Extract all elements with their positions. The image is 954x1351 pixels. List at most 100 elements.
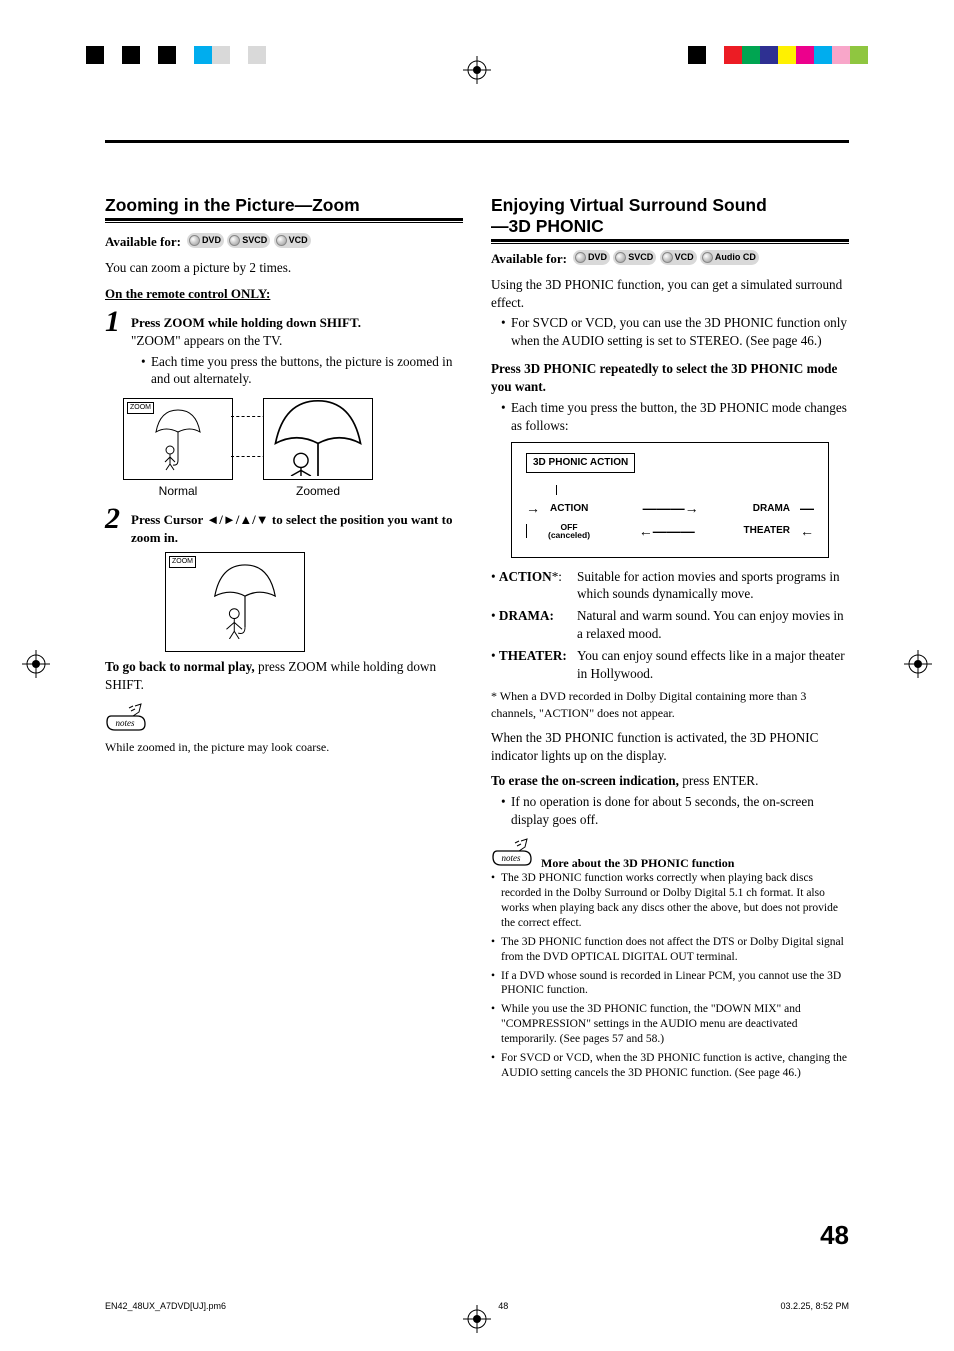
modes-list: • ACTION*: Suitable for action movies an… bbox=[491, 568, 849, 683]
flow-off: OFF(canceled) bbox=[548, 523, 590, 540]
available-label: Available for: bbox=[491, 250, 567, 268]
color-swatch bbox=[194, 46, 212, 64]
color-swatch bbox=[176, 46, 194, 64]
arrow-icon: → bbox=[526, 499, 540, 518]
color-swatch bbox=[742, 46, 760, 64]
color-swatch bbox=[104, 46, 122, 64]
registration-mark-icon bbox=[904, 650, 932, 678]
step1-sub: "ZOOM" appears on the TV. bbox=[131, 332, 463, 350]
mode-theater-term: • THEATER: bbox=[491, 647, 577, 683]
available-for-row: Available for: DVD SVCD VCD bbox=[105, 233, 463, 251]
caption-zoomed: Zoomed bbox=[263, 483, 373, 499]
mode-drama-term: • DRAMA: bbox=[491, 607, 577, 643]
disc-icon bbox=[615, 252, 626, 263]
notes-list: The 3D PHONIC function works correctly w… bbox=[491, 871, 849, 1081]
page-number: 48 bbox=[820, 1220, 849, 1251]
step-1: 1 Press ZOOM while holding down SHIFT. "… bbox=[105, 308, 463, 390]
color-swatch bbox=[86, 46, 104, 64]
phonic-intro: Using the 3D PHONIC function, you can ge… bbox=[491, 276, 849, 312]
figure-zoomed bbox=[263, 398, 373, 480]
color-swatch bbox=[230, 46, 248, 64]
zoom-tag: ZOOM bbox=[127, 402, 154, 413]
mode-action-term: • ACTION*: bbox=[491, 568, 577, 604]
step-number: 1 bbox=[105, 308, 125, 390]
remote-only: On the remote control ONLY: bbox=[105, 285, 463, 303]
color-swatch bbox=[796, 46, 814, 64]
color-swatch bbox=[850, 46, 868, 64]
step-2: 2 Press Cursor ◄/►/▲/▼ to select the pos… bbox=[105, 505, 463, 546]
figure-normal: ZOOM bbox=[123, 398, 233, 480]
footer: EN42_48UX_A7DVD[UJ].pm6 48 03.2.25, 8:52… bbox=[105, 1301, 849, 1311]
color-swatch bbox=[778, 46, 796, 64]
registration-mark-icon bbox=[22, 650, 50, 678]
registration-mark-icon bbox=[463, 56, 491, 84]
disc-pill: SVCD bbox=[613, 250, 656, 264]
umbrella-icon bbox=[148, 402, 208, 477]
erase-bullet: If no operation is done for about 5 seco… bbox=[501, 793, 849, 829]
flow-drama: DRAMA bbox=[753, 502, 790, 516]
asterisk-note: * When a DVD recorded in Dolby Digital c… bbox=[491, 688, 849, 720]
color-swatch bbox=[706, 46, 724, 64]
notes-icon: notes bbox=[491, 837, 535, 871]
color-swatch bbox=[760, 46, 778, 64]
phonic-title: Enjoying Virtual Surround Sound—3D PHONI… bbox=[491, 195, 849, 237]
phonic-intro-bullet: For SVCD or VCD, you can use the 3D PHON… bbox=[501, 314, 849, 350]
color-swatch bbox=[158, 46, 176, 64]
arrow-icon: — bbox=[800, 499, 814, 518]
footer-page: 48 bbox=[498, 1301, 508, 1311]
right-column: Enjoying Virtual Surround Sound—3D PHONI… bbox=[491, 195, 849, 1085]
disc-icon bbox=[229, 235, 240, 246]
disc-pill: DVD bbox=[573, 250, 610, 264]
color-bars-left bbox=[86, 46, 266, 64]
activated-text: When the 3D PHONIC function is activated… bbox=[491, 729, 849, 765]
rule bbox=[105, 218, 463, 223]
erase-text: To erase the on-screen indication, press… bbox=[491, 772, 849, 790]
disc-icon bbox=[702, 252, 713, 263]
press-head: Press 3D PHONIC repeatedly to select the… bbox=[491, 360, 849, 396]
go-back-text: To go back to normal play, press ZOOM wh… bbox=[105, 658, 463, 694]
disc-pill: SVCD bbox=[227, 233, 270, 247]
zoom-note: While zoomed in, the picture may look co… bbox=[105, 739, 463, 755]
note-item: If a DVD whose sound is recorded in Line… bbox=[491, 969, 849, 999]
figure-zoom-pos: ZOOM bbox=[165, 552, 463, 652]
note-item: For SVCD or VCD, when the 3D PHONIC func… bbox=[491, 1051, 849, 1081]
mode-theater-desc: You can enjoy sound effects like in a ma… bbox=[577, 647, 849, 683]
mode-drama-desc: Natural and warm sound. You can enjoy mo… bbox=[577, 607, 849, 643]
color-swatch bbox=[724, 46, 742, 64]
available-for-row: Available for: DVD SVCD VCD Audio CD bbox=[491, 250, 849, 268]
disc-pill: VCD bbox=[274, 233, 311, 247]
disc-pill: Audio CD bbox=[700, 250, 759, 264]
zoom-tag: ZOOM bbox=[169, 556, 196, 567]
notes-icon: notes bbox=[105, 702, 149, 736]
rule bbox=[491, 239, 849, 244]
umbrella-icon bbox=[273, 398, 363, 481]
step2-head: Press Cursor ◄/►/▲/▼ to select the posit… bbox=[131, 511, 463, 546]
color-swatch bbox=[140, 46, 158, 64]
disc-pill: DVD bbox=[187, 233, 224, 247]
zoom-intro: You can zoom a picture by 2 times. bbox=[105, 259, 463, 277]
color-swatch bbox=[688, 46, 706, 64]
footer-date: 03.2.25, 8:52 PM bbox=[780, 1301, 849, 1311]
step-number: 2 bbox=[105, 505, 125, 546]
mode-flow-diagram: 3D PHONIC ACTION → ACTION ———→ DRAMA — O… bbox=[511, 442, 829, 557]
available-label: Available for: bbox=[105, 233, 181, 251]
disc-icon bbox=[276, 235, 287, 246]
note-item: The 3D PHONIC function works correctly w… bbox=[491, 871, 849, 931]
left-column: Zooming in the Picture—Zoom Available fo… bbox=[105, 195, 463, 1085]
step1-bullet: Each time you press the buttons, the pic… bbox=[141, 353, 463, 389]
flow-header: 3D PHONIC ACTION bbox=[526, 453, 635, 473]
svg-text:notes: notes bbox=[116, 718, 135, 728]
disc-pill: VCD bbox=[660, 250, 697, 264]
umbrella-icon bbox=[200, 561, 290, 644]
color-swatch bbox=[832, 46, 850, 64]
zoom-title: Zooming in the Picture—Zoom bbox=[105, 195, 463, 216]
flow-theater: THEATER bbox=[744, 524, 790, 538]
color-bars-right bbox=[688, 46, 868, 64]
zoom-figures: ZOOM Normal Zoomed bbox=[123, 398, 463, 499]
mode-action-desc: Suitable for action movies and sports pr… bbox=[577, 568, 849, 604]
page-content: Zooming in the Picture—Zoom Available fo… bbox=[105, 140, 849, 1291]
footer-file: EN42_48UX_A7DVD[UJ].pm6 bbox=[105, 1301, 226, 1311]
notes-heading: More about the 3D PHONIC function bbox=[541, 855, 734, 871]
disc-icon bbox=[575, 252, 586, 263]
press-bullet: Each time you press the button, the 3D P… bbox=[501, 399, 849, 435]
